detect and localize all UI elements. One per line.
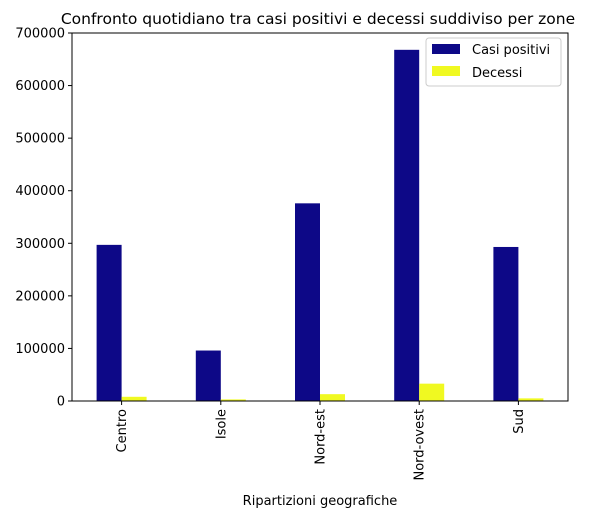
bar-casi-positivi-nord-est	[295, 203, 320, 401]
x-axis-ticks: Centro Isole Nord-est Nord-ovest Sud	[115, 401, 527, 481]
bar-decessi-isole	[220, 399, 246, 401]
x-tick-label: Centro	[115, 409, 130, 452]
bar-casi-positivi-centro	[96, 244, 122, 401]
bar-group	[96, 49, 544, 402]
x-tick-label: Isole	[214, 409, 229, 439]
chart-title: Confronto quotidiano tra casi positivi e…	[61, 10, 575, 28]
legend: Casi positivi Decessi	[425, 37, 562, 87]
x-tick-label: Nord-est	[314, 409, 329, 465]
x-tick-label: Sud	[512, 409, 527, 434]
y-tick-label: 700000	[15, 27, 65, 42]
bar-decessi-sud	[518, 398, 544, 401]
bar-casi-positivi-nord-ovest	[394, 49, 420, 402]
plot-frame	[71, 32, 569, 402]
y-tick-label: 100000	[15, 342, 65, 357]
legend-label-casi-positivi: Casi positivi	[472, 43, 550, 58]
bar-casi-positivi-isole	[195, 350, 221, 401]
x-axis-label: Ripartizioni geografiche	[243, 494, 398, 509]
legend-swatch-casi-positivi	[432, 44, 460, 54]
bar-decessi-nord-est	[320, 394, 345, 401]
legend-label-decessi: Decessi	[472, 66, 522, 81]
bar-decessi-nord-ovest	[419, 383, 445, 401]
legend-swatch-decessi	[432, 66, 460, 76]
y-tick-label: 600000	[15, 79, 65, 94]
bar-casi-positivi-sud	[493, 246, 519, 401]
y-tick-label: 400000	[15, 184, 65, 199]
y-tick-label: 200000	[15, 289, 65, 304]
y-axis-ticks: 0 100000 200000 300000 400000 500000 600000 700…	[15, 27, 72, 410]
x-tick-label: Nord-ovest	[413, 409, 428, 481]
y-tick-label: 0	[57, 395, 65, 410]
y-tick-label: 500000	[15, 132, 65, 147]
bar-decessi-centro	[121, 396, 147, 401]
y-tick-label: 300000	[15, 237, 65, 252]
